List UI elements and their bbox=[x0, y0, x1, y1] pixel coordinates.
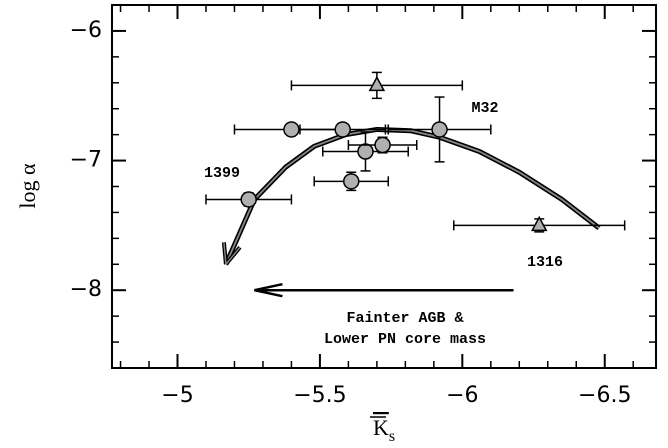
data-point-triangle bbox=[530, 215, 548, 232]
x-axis-label: Ks bbox=[373, 415, 395, 445]
data-point-triangle bbox=[368, 75, 386, 92]
data-point bbox=[240, 191, 257, 208]
curve-arrowhead-inner bbox=[223, 242, 241, 265]
x-label-main: K bbox=[373, 415, 389, 440]
data-point bbox=[431, 121, 448, 138]
annotation: M32 bbox=[471, 100, 498, 117]
x-tick-label: −6 bbox=[446, 383, 478, 408]
y-axis-label: log α bbox=[15, 163, 40, 209]
data-point bbox=[374, 136, 391, 154]
data-point bbox=[342, 173, 360, 190]
x-tick-label: −5 bbox=[161, 383, 193, 408]
data-point bbox=[334, 121, 351, 138]
model-curve-outline bbox=[223, 126, 601, 266]
annotation: 1316 bbox=[527, 254, 563, 271]
annotation: 1399 bbox=[204, 165, 240, 182]
annotation: Fainter AGB & bbox=[346, 310, 463, 327]
x-label-sub: s bbox=[389, 428, 395, 445]
x-tick-label: −6.5 bbox=[578, 383, 631, 408]
model-curve bbox=[225, 128, 600, 265]
y-tick-label: −6 bbox=[70, 18, 102, 43]
annotation: Lower PN core mass bbox=[324, 331, 486, 348]
data-point bbox=[357, 143, 374, 160]
direction-arrowhead bbox=[254, 282, 283, 298]
y-tick-label: −7 bbox=[70, 148, 102, 173]
x-tick-label: −5.5 bbox=[293, 383, 346, 408]
data-point bbox=[283, 121, 300, 138]
y-tick-label: −8 bbox=[70, 277, 102, 302]
